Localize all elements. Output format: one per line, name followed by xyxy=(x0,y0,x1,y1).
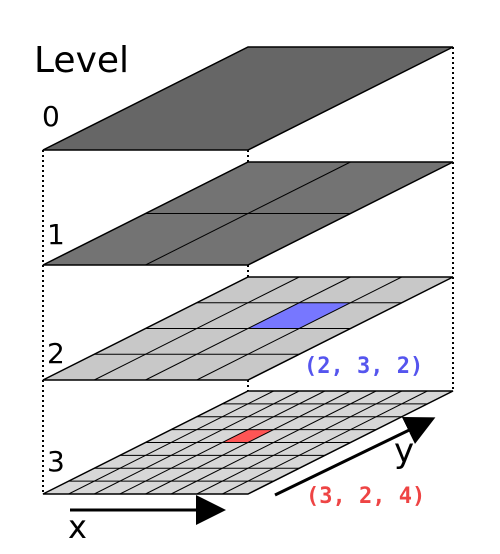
grid-line-depth xyxy=(222,390,428,495)
grid-line-depth xyxy=(170,390,377,495)
y-axis-arrow xyxy=(274,416,436,497)
level-label-2: 2 xyxy=(47,337,65,370)
coord-label-level-2: (2, 3, 2) xyxy=(304,354,423,379)
grid-line-depth xyxy=(196,390,402,495)
highlight-cell-level-3 xyxy=(222,429,274,443)
level-header: Level xyxy=(34,40,129,81)
level-planes xyxy=(42,46,454,495)
axis-arrows xyxy=(70,416,436,525)
x-axis-label: x xyxy=(68,508,87,546)
level-label-0: 0 xyxy=(42,100,60,133)
level-label-1: 1 xyxy=(47,218,65,251)
plane-level-0 xyxy=(42,46,454,151)
grid-line-depth xyxy=(196,276,402,381)
level-label-3: 3 xyxy=(47,445,65,478)
y-axis-label: y xyxy=(394,431,414,471)
highlight-cell-level-2 xyxy=(248,302,351,329)
coord-label-level-3: (3, 2, 4) xyxy=(306,484,425,509)
